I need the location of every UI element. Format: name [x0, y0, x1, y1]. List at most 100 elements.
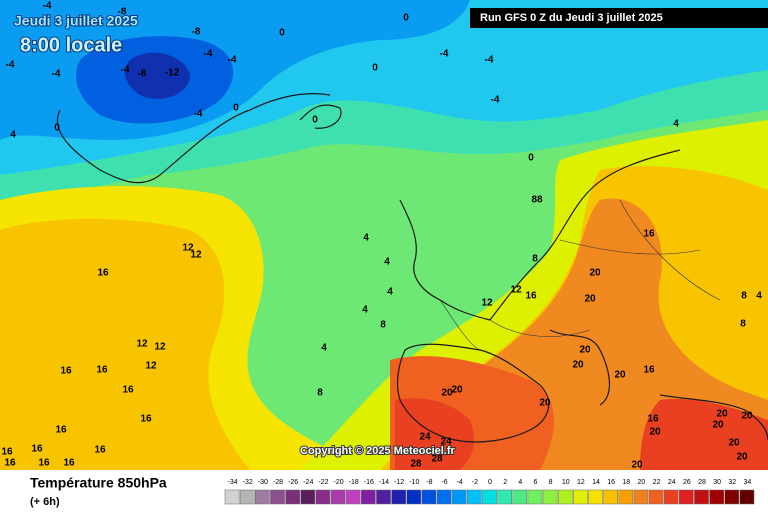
time-label: 8:00 locale [20, 34, 122, 56]
coastline [399, 149, 681, 321]
contour-label: 0 [403, 13, 409, 24]
scale-label: -10 [409, 479, 419, 486]
scale-swatch [436, 489, 452, 505]
contour-label: -4 [121, 65, 130, 76]
scale-label: -8 [426, 479, 432, 486]
contour-label: 24 [419, 432, 431, 443]
contour-label: 28 [431, 454, 443, 465]
scale-swatch [724, 489, 740, 505]
contour-label: 20 [614, 370, 626, 381]
scale-swatch [679, 489, 694, 505]
contour-label: -8 [192, 27, 201, 38]
contour-label: 16 [63, 458, 75, 469]
zone-16 [0, 218, 250, 470]
contour-label: 0 [372, 63, 378, 74]
contour-label: 4 [387, 287, 393, 298]
contour-label: 16 [643, 229, 655, 240]
contour-label: 20 [736, 452, 748, 463]
scale-label: 28 [698, 479, 706, 486]
scale-swatch [285, 489, 300, 505]
scale-swatch [330, 489, 346, 505]
contour-label: 20 [539, 398, 551, 409]
scale-label: -4 [457, 479, 463, 486]
contour-label: 0 [54, 123, 60, 134]
contour-label: 16 [1, 447, 13, 458]
contour-label: 16 [122, 385, 134, 396]
scale-label: -22 [318, 479, 328, 486]
scale-label: 2 [503, 479, 507, 486]
contour-label: 24 [440, 437, 452, 448]
scale-label: 30 [713, 479, 721, 486]
contour-label: 0 [279, 28, 285, 39]
scale-label: 26 [683, 479, 691, 486]
scale-label: 8 [549, 479, 553, 486]
scale-swatch [255, 489, 270, 505]
contour-label: -12 [165, 68, 180, 79]
scale-label: 14 [592, 479, 600, 486]
scale-swatch [618, 489, 634, 505]
zone-m12 [124, 52, 190, 99]
scale-swatch [633, 489, 649, 505]
scale-label: 4 [518, 479, 522, 486]
scale-label: -24 [303, 479, 313, 486]
map: -4-8-8-4-4-4 -8 -12-4-4-4004000-4-4-400488… [0, 0, 768, 471]
contour-label: 4 [673, 119, 679, 130]
run-box [470, 8, 768, 28]
scale-label: 22 [653, 479, 661, 486]
contour-label: 16 [97, 268, 109, 279]
contour-label: -4 [228, 55, 237, 66]
contour-label: 4 [384, 257, 390, 268]
copyright: Copyright © 2025 Meteociel.fr [300, 445, 456, 457]
scale-label: 12 [577, 479, 585, 486]
scale-swatch [542, 489, 558, 505]
contour-label: 20 [451, 385, 463, 396]
coastline [549, 329, 611, 406]
contour-label: 20 [589, 268, 601, 279]
scale-swatch [467, 489, 482, 505]
contour-label: 8 [741, 291, 747, 302]
contour-label: 16 [55, 425, 67, 436]
legend-title: Température 850hPa [30, 475, 167, 491]
contour-label: 20 [728, 438, 740, 449]
contour-label: 12 [190, 250, 202, 261]
contour-label: 12 [182, 243, 194, 254]
contour-label: 12 [510, 285, 522, 296]
contour-label: 20 [631, 460, 643, 471]
scale-label: -32 [243, 479, 253, 486]
scale-label: 18 [622, 479, 630, 486]
contour-label: 20 [712, 420, 724, 431]
contour-label: 0 [528, 153, 534, 164]
scale-swatch [345, 489, 361, 505]
scale-label: -34 [228, 479, 238, 486]
scale-label: -16 [364, 479, 374, 486]
contour-label: 4 [756, 291, 762, 302]
scale-label: 32 [728, 479, 736, 486]
scale-label: -6 [441, 479, 447, 486]
scale-swatch [603, 489, 618, 505]
contour-label: 20 [584, 294, 596, 305]
contour-label: -4 [52, 69, 61, 80]
scale-swatch [451, 489, 467, 505]
coastline [659, 394, 768, 441]
contour-label: 4 [362, 305, 368, 316]
scale-label: -28 [273, 479, 283, 486]
scale-label: 20 [638, 479, 646, 486]
border [439, 199, 721, 351]
contour-label: 12 [136, 339, 148, 350]
contour-label: 28 [410, 459, 422, 470]
scale-label: -30 [258, 479, 268, 486]
coastline [56, 93, 331, 184]
contour-label: 16 [647, 414, 659, 425]
scale-label: 34 [744, 479, 752, 486]
scale-swatch [391, 489, 406, 505]
contour-label: 20 [579, 345, 591, 356]
contour-label: 0 [312, 115, 318, 126]
scale-swatch [406, 489, 422, 505]
zone-24 [395, 398, 475, 470]
contour-label: 16 [94, 445, 106, 456]
run-label: Run GFS 0 Z du Jeudi 3 juillet 2025 [480, 12, 663, 24]
scale-label: 24 [668, 479, 676, 486]
date-label: Jeudi 3 juillet 2025 [14, 13, 138, 29]
scale-label: 10 [562, 479, 570, 486]
contour-label: 8 [317, 388, 323, 399]
